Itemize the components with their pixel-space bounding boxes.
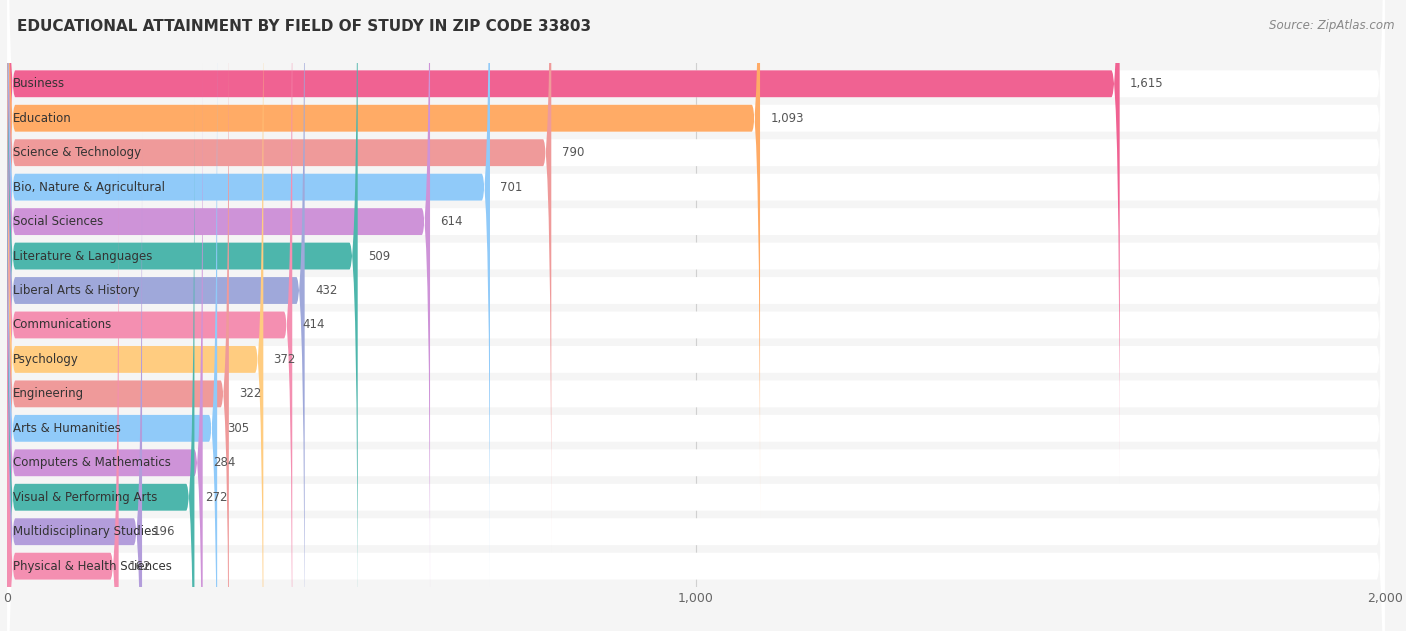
Text: Visual & Performing Arts: Visual & Performing Arts <box>13 491 157 504</box>
Text: 790: 790 <box>561 146 583 159</box>
Text: 701: 701 <box>501 180 523 194</box>
FancyBboxPatch shape <box>7 28 1385 631</box>
Text: Education: Education <box>13 112 72 125</box>
Text: 414: 414 <box>302 319 325 331</box>
Text: EDUCATIONAL ATTAINMENT BY FIELD OF STUDY IN ZIP CODE 33803: EDUCATIONAL ATTAINMENT BY FIELD OF STUDY… <box>17 19 591 34</box>
FancyBboxPatch shape <box>7 62 202 631</box>
Text: Literature & Languages: Literature & Languages <box>13 249 152 262</box>
Text: Business: Business <box>13 77 65 90</box>
FancyBboxPatch shape <box>7 0 305 631</box>
FancyBboxPatch shape <box>7 0 1385 631</box>
FancyBboxPatch shape <box>7 0 1119 484</box>
Text: Source: ZipAtlas.com: Source: ZipAtlas.com <box>1270 19 1395 32</box>
FancyBboxPatch shape <box>7 28 217 631</box>
Text: 614: 614 <box>440 215 463 228</box>
FancyBboxPatch shape <box>7 0 1385 587</box>
FancyBboxPatch shape <box>7 0 761 518</box>
FancyBboxPatch shape <box>7 0 1385 553</box>
Text: 305: 305 <box>228 422 250 435</box>
Text: 284: 284 <box>214 456 235 469</box>
FancyBboxPatch shape <box>7 132 1385 631</box>
FancyBboxPatch shape <box>7 0 263 631</box>
FancyBboxPatch shape <box>7 97 1385 631</box>
Text: Liberal Arts & History: Liberal Arts & History <box>13 284 139 297</box>
FancyBboxPatch shape <box>7 166 1385 631</box>
FancyBboxPatch shape <box>7 166 118 631</box>
FancyBboxPatch shape <box>7 97 194 631</box>
FancyBboxPatch shape <box>7 0 1385 518</box>
FancyBboxPatch shape <box>7 0 1385 622</box>
Text: 432: 432 <box>315 284 337 297</box>
FancyBboxPatch shape <box>7 0 489 587</box>
Text: 196: 196 <box>152 525 174 538</box>
Text: Arts & Humanities: Arts & Humanities <box>13 422 121 435</box>
FancyBboxPatch shape <box>7 0 229 631</box>
Text: Social Sciences: Social Sciences <box>13 215 103 228</box>
Text: Multidisciplinary Studies: Multidisciplinary Studies <box>13 525 157 538</box>
Text: 162: 162 <box>129 560 152 573</box>
FancyBboxPatch shape <box>7 0 357 631</box>
Text: 1,093: 1,093 <box>770 112 804 125</box>
Text: 272: 272 <box>205 491 228 504</box>
Text: Communications: Communications <box>13 319 112 331</box>
Text: Engineering: Engineering <box>13 387 84 401</box>
Text: Computers & Mathematics: Computers & Mathematics <box>13 456 170 469</box>
FancyBboxPatch shape <box>7 0 1385 631</box>
FancyBboxPatch shape <box>7 0 1385 631</box>
FancyBboxPatch shape <box>7 0 430 622</box>
FancyBboxPatch shape <box>7 0 1385 631</box>
Text: 1,615: 1,615 <box>1130 77 1164 90</box>
FancyBboxPatch shape <box>7 0 551 553</box>
Text: 372: 372 <box>274 353 297 366</box>
Text: 322: 322 <box>239 387 262 401</box>
FancyBboxPatch shape <box>7 0 292 631</box>
Text: Science & Technology: Science & Technology <box>13 146 141 159</box>
FancyBboxPatch shape <box>7 0 1385 631</box>
FancyBboxPatch shape <box>7 132 142 631</box>
FancyBboxPatch shape <box>7 0 1385 484</box>
Text: Physical & Health Sciences: Physical & Health Sciences <box>13 560 172 573</box>
Text: Bio, Nature & Agricultural: Bio, Nature & Agricultural <box>13 180 165 194</box>
Text: Psychology: Psychology <box>13 353 79 366</box>
Text: 509: 509 <box>368 249 391 262</box>
FancyBboxPatch shape <box>7 62 1385 631</box>
